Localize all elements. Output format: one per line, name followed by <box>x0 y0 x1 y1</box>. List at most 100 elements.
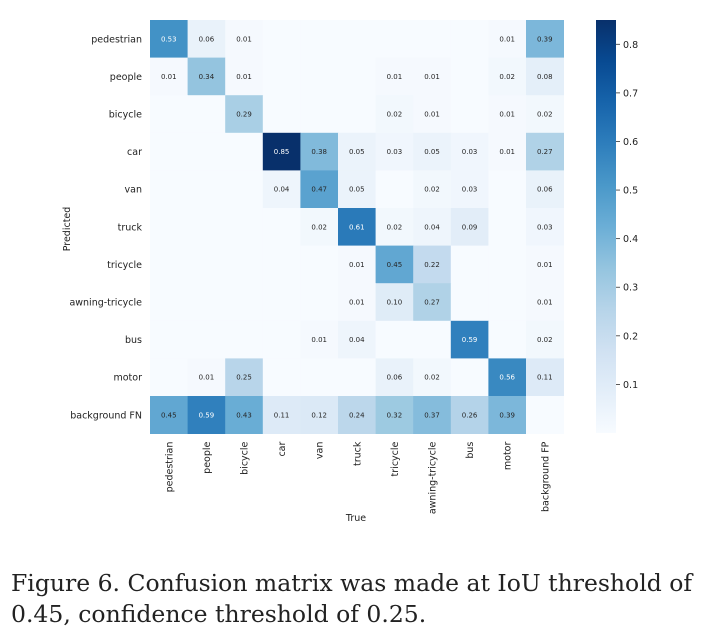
heatmap-cell <box>488 320 527 359</box>
cell-value-label: 0.03 <box>462 186 478 194</box>
x-tick-label: background FP <box>540 441 551 512</box>
colorbar <box>596 20 616 433</box>
heatmap-cell <box>225 57 264 96</box>
cell-value-label: 0.01 <box>236 73 252 81</box>
cell-value-label: 0.53 <box>161 35 177 43</box>
cell-value-label: 0.26 <box>462 411 478 419</box>
heatmap-cell <box>338 208 376 246</box>
cell-value-label: 0.02 <box>537 336 553 344</box>
heatmap-cell <box>262 396 301 434</box>
heatmap-cell <box>338 132 376 171</box>
heatmap-cell <box>187 170 226 209</box>
cell-value-label: 0.45 <box>161 411 177 419</box>
colorbar-tick-label: 0.7 <box>623 88 638 99</box>
cell-value-label: 0.06 <box>387 374 403 382</box>
cell-value-label: 0.02 <box>424 186 440 194</box>
heatmap-cell <box>262 320 301 359</box>
heatmap-cell <box>338 95 376 134</box>
heatmap-cell <box>338 170 376 209</box>
cell-value-label: 0.01 <box>499 35 515 43</box>
cell-value-label: 0.04 <box>274 186 290 194</box>
x-axis-label: True <box>345 513 366 524</box>
heatmap-cell <box>150 358 188 397</box>
heatmap-cell <box>526 208 564 246</box>
heatmap-cell <box>187 57 226 96</box>
heatmap-cell <box>187 132 226 171</box>
cell-value-label: 0.29 <box>236 111 252 119</box>
heatmap-cell <box>262 208 301 246</box>
heatmap-cell <box>375 170 414 209</box>
colorbar-tick-label: 0.1 <box>623 380 638 391</box>
cell-value-label: 0.01 <box>537 299 553 307</box>
y-tick-label: car <box>127 147 142 158</box>
x-tick-label: van <box>315 442 326 459</box>
heatmap-cell <box>187 95 226 134</box>
heatmap-cell <box>526 245 564 284</box>
heatmap-cell <box>488 57 527 96</box>
cell-value-label: 0.01 <box>349 261 365 269</box>
y-tick-label: truck <box>118 222 143 233</box>
y-tick-label: van <box>125 185 142 196</box>
heatmap-cell <box>413 245 452 284</box>
x-tick-label: people <box>202 441 213 473</box>
cell-value-label: 0.11 <box>274 411 290 419</box>
heatmap-cell <box>526 170 564 209</box>
heatmap-cell <box>450 132 489 171</box>
cell-value-label: 0.25 <box>236 374 252 382</box>
heatmap-cell <box>262 132 301 171</box>
heatmap-cell <box>375 132 414 171</box>
heatmap-cell <box>300 208 339 246</box>
cell-value-label: 0.01 <box>349 299 365 307</box>
heatmap-cell <box>413 20 452 58</box>
heatmap-cell <box>187 208 226 246</box>
heatmap-cell <box>450 396 489 434</box>
cell-value-label: 0.01 <box>387 73 403 81</box>
y-tick-label: tricycle <box>107 260 142 271</box>
y-tick-labels: pedestrian people bicycle car van truck tricyc… <box>69 34 142 421</box>
heatmap-cell <box>375 283 414 322</box>
cell-value-label: 0.02 <box>424 374 440 382</box>
heatmap-cell <box>488 283 527 322</box>
x-tick-label: bicycle <box>240 441 251 474</box>
cell-value-labels: 0.53 0.06 0.01 0.01 0.39 0.01 0.34 0.01 0.01 0.01… <box>161 35 553 419</box>
heatmap-cell <box>413 95 452 134</box>
heatmap-cell <box>262 245 301 284</box>
y-tick-label: pedestrian <box>91 34 142 45</box>
cell-value-label: 0.27 <box>424 299 440 307</box>
heatmap-cell <box>450 57 489 96</box>
heatmap-cell <box>338 320 376 359</box>
heatmap-cells <box>150 20 564 434</box>
colorbar-tick-label: 0.3 <box>623 283 638 294</box>
heatmap-cell <box>150 396 188 434</box>
heatmap-cell <box>488 132 527 171</box>
colorbar-tick-label: 0.6 <box>623 137 638 148</box>
cell-value-label: 0.04 <box>349 336 365 344</box>
heatmap-cell <box>413 57 452 96</box>
colorbar-tick-label: 0.2 <box>623 331 638 342</box>
heatmap-cell <box>150 20 188 58</box>
heatmap-cell <box>375 95 414 134</box>
cell-value-label: 0.01 <box>537 261 553 269</box>
cell-value-label: 0.59 <box>199 411 215 419</box>
cell-value-label: 0.05 <box>349 186 365 194</box>
heatmap-cell <box>225 320 264 359</box>
heatmap-cell <box>375 57 414 96</box>
heatmap-cell <box>450 170 489 209</box>
heatmap-cell <box>413 358 452 397</box>
heatmap-cell <box>526 396 564 434</box>
heatmap-cell <box>526 95 564 134</box>
heatmap-cell <box>488 358 527 397</box>
heatmap-cell <box>338 358 376 397</box>
cell-value-label: 0.02 <box>537 111 553 119</box>
colorbar-ticks: 0.1 0.2 0.3 0.4 0.5 0.6 0.7 0.8 <box>616 40 638 391</box>
y-tick-label: bus <box>125 335 142 346</box>
x-tick-labels: pedestrian people bicycle car van truck tricyc… <box>164 441 551 514</box>
heatmap-cell <box>526 320 564 359</box>
heatmap-cell <box>375 20 414 58</box>
heatmap-cell <box>225 245 264 284</box>
cell-value-label: 0.01 <box>199 374 215 382</box>
cell-value-label: 0.27 <box>537 148 553 156</box>
heatmap-cell <box>225 208 264 246</box>
cell-value-label: 0.03 <box>387 148 403 156</box>
confusion-matrix-chart: 0.53 0.06 0.01 0.01 0.39 0.01 0.34 0.01 0.01 0.01… <box>62 20 638 524</box>
